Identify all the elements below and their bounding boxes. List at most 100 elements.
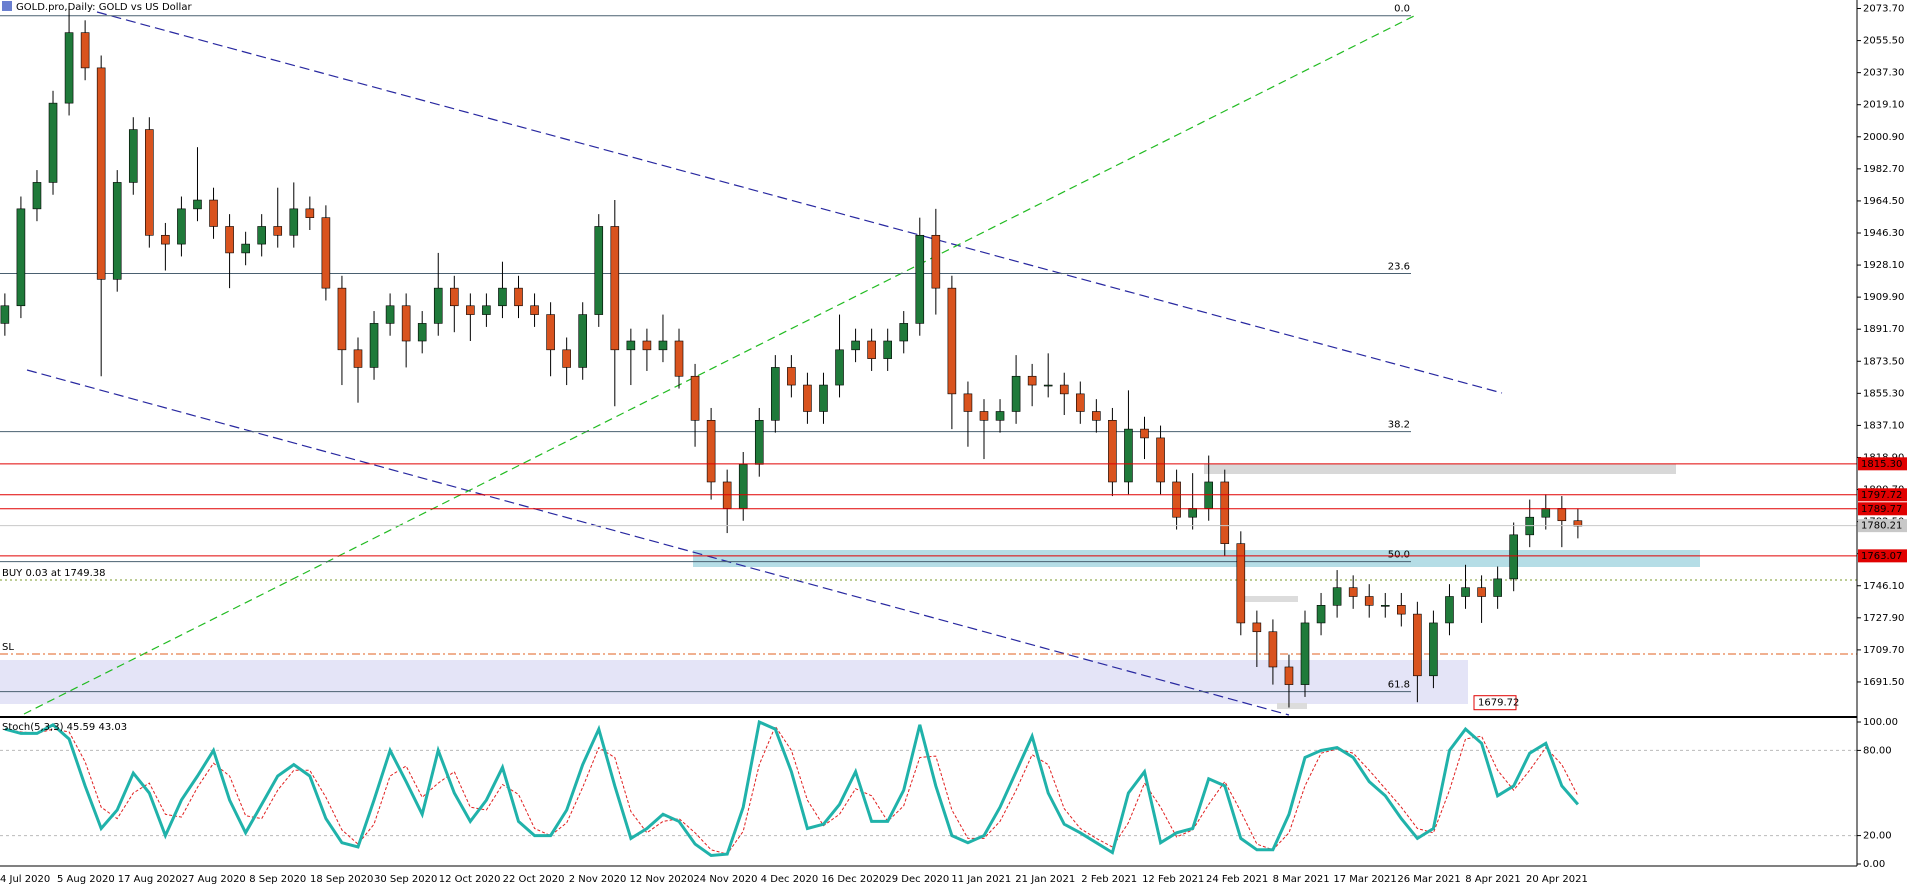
candle-body bbox=[883, 340, 892, 359]
candle-body bbox=[1236, 543, 1246, 624]
y-tick-label: 1909.90 bbox=[1863, 292, 1904, 303]
x-tick-label: 30 Sep 2020 bbox=[374, 874, 437, 885]
candle-body bbox=[1557, 508, 1567, 522]
stoch-line bbox=[4, 725, 1579, 855]
y-tick-label: 80.00 bbox=[1863, 745, 1892, 756]
y-tick-label: 1746.10 bbox=[1863, 581, 1904, 592]
level-label: 1789.77 bbox=[1861, 504, 1902, 515]
zone-rect bbox=[1277, 703, 1307, 709]
candle-body bbox=[273, 226, 283, 236]
y-tick-label: 1891.70 bbox=[1863, 324, 1904, 335]
x-tick-label: 12 Nov 2020 bbox=[629, 874, 693, 885]
chart-title: GOLD.pro,Daily: GOLD vs US Dollar bbox=[16, 2, 192, 13]
candle-body bbox=[1140, 428, 1149, 439]
candle-body bbox=[1397, 605, 1406, 615]
candle-body bbox=[594, 226, 604, 315]
candle-body bbox=[305, 208, 315, 218]
zone-rect bbox=[693, 550, 1700, 567]
candle-body bbox=[771, 367, 780, 421]
candle-body bbox=[1493, 578, 1502, 597]
x-tick-label: 27 Aug 2020 bbox=[182, 874, 246, 885]
candle-body bbox=[128, 129, 138, 183]
x-tick-label: 12 Feb 2021 bbox=[1142, 874, 1204, 885]
candle-body bbox=[433, 287, 443, 324]
candle-body bbox=[1156, 437, 1165, 483]
y-tick-label: 2037.30 bbox=[1863, 68, 1904, 79]
x-tick-label: 24 Jul 2020 bbox=[0, 874, 50, 885]
stoch-line bbox=[4, 719, 1580, 858]
x-tick-label: 17 Mar 2021 bbox=[1333, 874, 1396, 885]
fib-label: 50.0 bbox=[1388, 550, 1410, 561]
x-tick-label: 26 Mar 2021 bbox=[1397, 874, 1460, 885]
candle-body bbox=[482, 305, 491, 315]
y-tick-label: 1855.30 bbox=[1863, 388, 1904, 399]
candle-body bbox=[578, 314, 588, 368]
x-tick-label: 8 Mar 2021 bbox=[1273, 874, 1330, 885]
candle-body bbox=[241, 243, 250, 254]
candle-body bbox=[417, 323, 427, 342]
candle-body bbox=[1413, 613, 1422, 677]
candle-body bbox=[915, 234, 925, 324]
candle-body bbox=[1316, 605, 1326, 624]
candle-body bbox=[321, 217, 331, 289]
candle-body bbox=[1332, 587, 1342, 606]
level-label-box bbox=[1858, 457, 1907, 471]
level-label-box bbox=[1858, 549, 1907, 563]
level-label: 1763.07 bbox=[1861, 551, 1902, 562]
y-tick-label: 1982.70 bbox=[1863, 164, 1904, 175]
candle-body bbox=[851, 340, 860, 351]
candle-body bbox=[1043, 384, 1053, 387]
candle-body bbox=[1059, 384, 1069, 395]
x-tick-label: 8 Apr 2021 bbox=[1465, 874, 1520, 885]
candle-body bbox=[1252, 622, 1262, 633]
candle-body bbox=[610, 226, 620, 351]
level-label: 1780.21 bbox=[1861, 521, 1902, 532]
candle-body bbox=[947, 287, 957, 395]
y-tick-label: 2019.10 bbox=[1863, 100, 1904, 111]
x-tick-label: 29 Dec 2020 bbox=[885, 874, 949, 885]
target-box bbox=[1473, 695, 1517, 711]
candle-body bbox=[1172, 481, 1181, 518]
candle-body bbox=[530, 305, 539, 315]
candle-body bbox=[1348, 587, 1358, 597]
candle-body bbox=[1188, 508, 1197, 518]
candle-body bbox=[514, 287, 523, 307]
x-tick-label: 24 Feb 2021 bbox=[1206, 874, 1268, 885]
candle-body bbox=[642, 340, 652, 351]
candle-body bbox=[1124, 428, 1133, 483]
candle-body bbox=[80, 32, 90, 69]
y-tick-label: 1727.90 bbox=[1863, 613, 1904, 624]
level-label: 1815.30 bbox=[1861, 459, 1902, 470]
candle-body bbox=[32, 182, 42, 210]
x-tick-label: 16 Dec 2020 bbox=[821, 874, 885, 885]
candle-body bbox=[449, 287, 459, 307]
candle-body bbox=[1011, 375, 1021, 412]
candle-body bbox=[658, 340, 668, 351]
icon bbox=[2, 1, 12, 11]
candle-body bbox=[899, 323, 909, 342]
level-label-box bbox=[1858, 488, 1907, 502]
candle-body bbox=[225, 226, 234, 254]
x-tick-label: 4 Dec 2020 bbox=[761, 874, 819, 885]
candle-body bbox=[995, 411, 1005, 421]
y-tick-label: 1873.50 bbox=[1863, 356, 1904, 367]
x-tick-label: 8 Sep 2020 bbox=[249, 874, 306, 885]
y-tick-label: 1964.50 bbox=[1863, 196, 1904, 207]
y-tick-label: 0.00 bbox=[1863, 859, 1885, 870]
candle-body bbox=[1445, 596, 1454, 624]
y-tick-label: 1837.10 bbox=[1863, 420, 1904, 431]
level-label: 1797.72 bbox=[1861, 490, 1902, 501]
x-tick-label: 2 Feb 2021 bbox=[1081, 874, 1137, 885]
candle-body bbox=[337, 287, 347, 351]
candle-body bbox=[1220, 481, 1230, 544]
candle-body bbox=[803, 384, 812, 412]
fib-label: 0.0 bbox=[1394, 4, 1410, 15]
x-tick-label: 24 Nov 2020 bbox=[693, 874, 757, 885]
candle-body bbox=[674, 340, 684, 377]
x-tick-label: 5 Aug 2020 bbox=[57, 874, 115, 885]
candle-body bbox=[209, 199, 218, 227]
y-tick-label: 1709.70 bbox=[1863, 645, 1904, 656]
